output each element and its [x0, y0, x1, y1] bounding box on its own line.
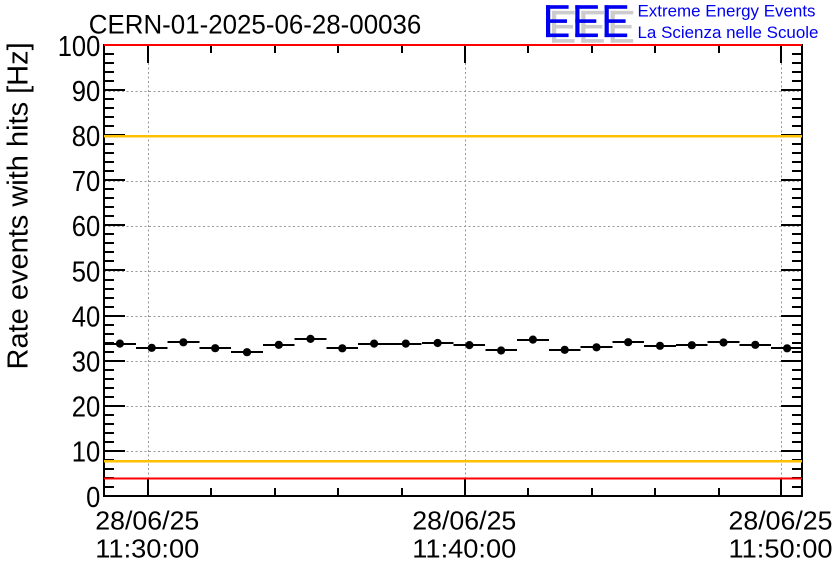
svg-text:11:50:00: 11:50:00: [729, 534, 833, 564]
svg-text:80: 80: [72, 121, 101, 153]
svg-text:30: 30: [72, 347, 101, 379]
svg-text:50: 50: [72, 256, 101, 288]
svg-text:11:30:00: 11:30:00: [95, 534, 199, 564]
svg-text:40: 40: [72, 301, 101, 333]
svg-text:20: 20: [72, 392, 101, 424]
svg-text:70: 70: [72, 166, 101, 198]
svg-text:Rate events with hits [Hz]: Rate events with hits [Hz]: [3, 42, 35, 369]
svg-text:28/06/25: 28/06/25: [729, 506, 833, 536]
svg-text:Extreme Energy Events: Extreme Energy Events: [638, 2, 816, 21]
svg-text:10: 10: [72, 437, 101, 469]
svg-text:28/06/25: 28/06/25: [412, 506, 516, 536]
svg-text:60: 60: [72, 211, 101, 243]
svg-text:CERN-01-2025-06-28-00036: CERN-01-2025-06-28-00036: [89, 10, 422, 40]
svg-text:11:40:00: 11:40:00: [412, 534, 516, 564]
svg-text:0: 0: [86, 482, 100, 514]
svg-text:100: 100: [58, 31, 101, 63]
svg-text:La Scienza nelle Scuole: La Scienza nelle Scuole: [638, 23, 819, 42]
svg-text:90: 90: [72, 76, 101, 108]
svg-text:28/06/25: 28/06/25: [95, 506, 199, 536]
